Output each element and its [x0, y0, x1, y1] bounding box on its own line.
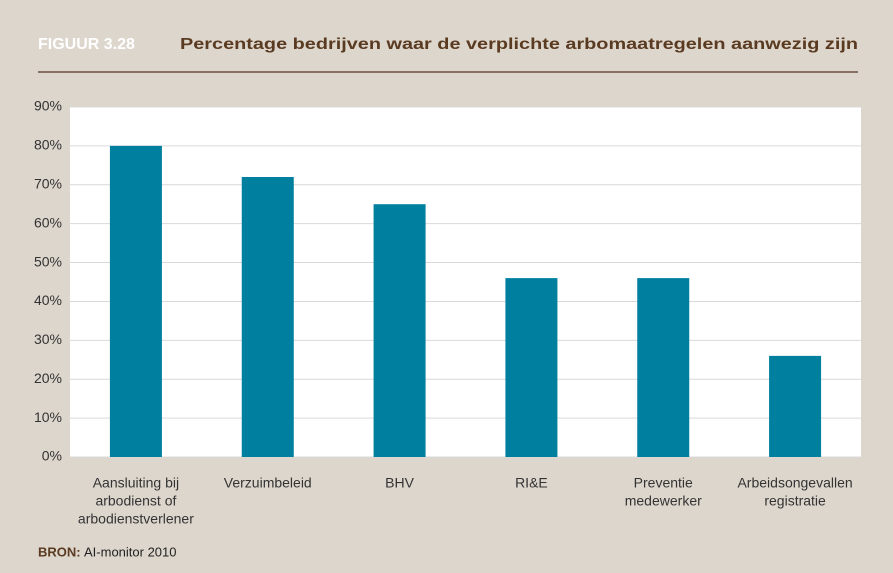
y-tick-label: 30% [34, 331, 62, 347]
y-tick-label: 40% [34, 292, 62, 308]
y-tick-label: 20% [34, 370, 62, 386]
y-tick-label: 60% [34, 214, 62, 230]
x-tick-label: medewerker [625, 493, 702, 509]
x-tick-label: Arbeidsongevallen [737, 475, 852, 491]
x-tick-label: BHV [385, 475, 414, 491]
y-tick-label: 50% [34, 253, 62, 269]
bar [373, 204, 426, 457]
y-tick-label: 90% [34, 98, 62, 114]
x-tick-label: Preventie [634, 475, 693, 491]
source-text: AI-monitor 2010 [84, 544, 177, 559]
x-tick-label: arbodienst of [95, 493, 176, 509]
bar [109, 145, 162, 457]
plot-area [70, 107, 861, 457]
chart-title: Percentage bedrijven waar de verplichte … [180, 36, 858, 53]
figure-label: FIGUUR 3.28 [38, 36, 135, 53]
bar [637, 278, 690, 457]
x-tick-label: arbodienstverlener [78, 511, 194, 527]
y-tick-label: 0% [42, 448, 62, 464]
bar [505, 278, 558, 457]
y-tick-label: 80% [34, 137, 62, 153]
x-tick-label: Aansluiting bij [93, 475, 179, 491]
x-tick-label: RI&E [515, 475, 548, 491]
bar [769, 355, 822, 457]
y-tick-label: 70% [34, 175, 62, 191]
x-tick-label: Verzuimbeleid [224, 475, 312, 491]
source-label: BRON: [38, 544, 81, 559]
bar [241, 177, 294, 457]
y-tick-label: 10% [34, 409, 62, 425]
x-tick-label: registratie [764, 493, 826, 509]
